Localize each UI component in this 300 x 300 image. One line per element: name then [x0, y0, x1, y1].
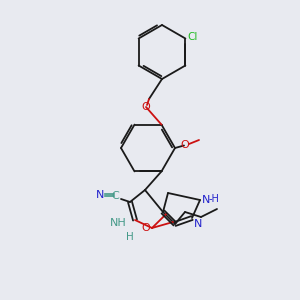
Text: N: N: [202, 195, 210, 205]
Text: O: O: [181, 140, 189, 150]
Text: O: O: [142, 102, 150, 112]
Text: N: N: [194, 219, 202, 229]
Text: N: N: [96, 190, 104, 200]
Text: NH: NH: [110, 218, 127, 228]
Text: C: C: [111, 191, 119, 201]
Text: -H: -H: [209, 194, 220, 204]
Text: H: H: [126, 232, 134, 242]
Text: O: O: [141, 223, 150, 233]
Text: Cl: Cl: [188, 32, 198, 43]
